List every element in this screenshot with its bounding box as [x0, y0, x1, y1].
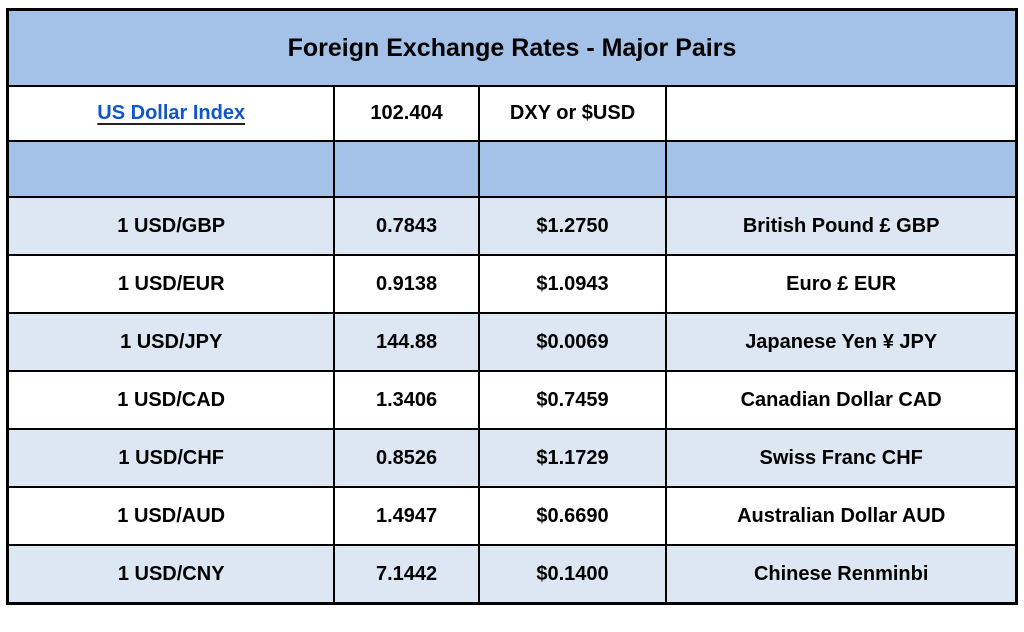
usd-value-cell: $1.0943 — [477, 254, 668, 314]
currency-name-cell: British Pound £ GBP — [665, 196, 1018, 256]
spacer-cell — [665, 140, 1018, 198]
rate-cell: 0.8526 — [333, 428, 480, 488]
table-row-gbp: 1 USD/GBP 0.7843 $1.2750 British Pound £… — [6, 196, 1018, 256]
rate-cell: 7.1442 — [333, 544, 480, 605]
table-row-cny: 1 USD/CNY 7.1442 $0.1400 Chinese Renminb… — [6, 544, 1018, 605]
pair-cell: 1 USD/AUD — [6, 486, 336, 546]
spacer-cell — [333, 140, 480, 198]
us-dollar-index-row: US Dollar Index 102.404 DXY or $USD — [6, 85, 1018, 142]
pair-cell: 1 USD/GBP — [6, 196, 336, 256]
index-value-cell: 102.404 — [333, 85, 480, 142]
rate-cell: 1.4947 — [333, 486, 480, 546]
table-row-eur: 1 USD/EUR 0.9138 $1.0943 Euro £ EUR — [6, 254, 1018, 314]
usd-value-cell: $0.0069 — [477, 312, 668, 372]
pair-cell: 1 USD/CAD — [6, 370, 336, 430]
usd-value-cell: $1.2750 — [477, 196, 668, 256]
usd-value-cell: $1.1729 — [477, 428, 668, 488]
currency-name-cell: Swiss Franc CHF — [665, 428, 1018, 488]
fx-rates-table: Foreign Exchange Rates - Major Pairs US … — [6, 8, 1018, 605]
index-note-cell — [665, 85, 1018, 142]
currency-name-cell: Japanese Yen ¥ JPY — [665, 312, 1018, 372]
table-title: Foreign Exchange Rates - Major Pairs — [6, 8, 1018, 87]
spacer-cell — [6, 140, 336, 198]
table-row-cad: 1 USD/CAD 1.3406 $0.7459 Canadian Dollar… — [6, 370, 1018, 430]
table-title-row: Foreign Exchange Rates - Major Pairs — [6, 8, 1018, 87]
rate-cell: 144.88 — [333, 312, 480, 372]
table-row-chf: 1 USD/CHF 0.8526 $1.1729 Swiss Franc CHF — [6, 428, 1018, 488]
table-row-aud: 1 USD/AUD 1.4947 $0.6690 Australian Doll… — [6, 486, 1018, 546]
pair-cell: 1 USD/JPY — [6, 312, 336, 372]
us-dollar-index-link[interactable]: US Dollar Index — [97, 102, 246, 124]
rate-cell: 0.7843 — [333, 196, 480, 256]
currency-name-cell: Euro £ EUR — [665, 254, 1018, 314]
usd-value-cell: $0.1400 — [477, 544, 668, 605]
pair-cell: 1 USD/EUR — [6, 254, 336, 314]
index-ticker-cell: DXY or $USD — [477, 85, 668, 142]
currency-name-cell: Canadian Dollar CAD — [665, 370, 1018, 430]
currency-name-cell: Australian Dollar AUD — [665, 486, 1018, 546]
rate-cell: 0.9138 — [333, 254, 480, 314]
pair-cell: 1 USD/CNY — [6, 544, 336, 605]
currency-name-cell: Chinese Renminbi — [665, 544, 1018, 605]
table-row-jpy: 1 USD/JPY 144.88 $0.0069 Japanese Yen ¥ … — [6, 312, 1018, 372]
spacer-row — [6, 140, 1018, 198]
usd-value-cell: $0.7459 — [477, 370, 668, 430]
rate-cell: 1.3406 — [333, 370, 480, 430]
usd-value-cell: $0.6690 — [477, 486, 668, 546]
spacer-cell — [477, 140, 668, 198]
index-label-cell: US Dollar Index — [6, 85, 336, 142]
pair-cell: 1 USD/CHF — [6, 428, 336, 488]
